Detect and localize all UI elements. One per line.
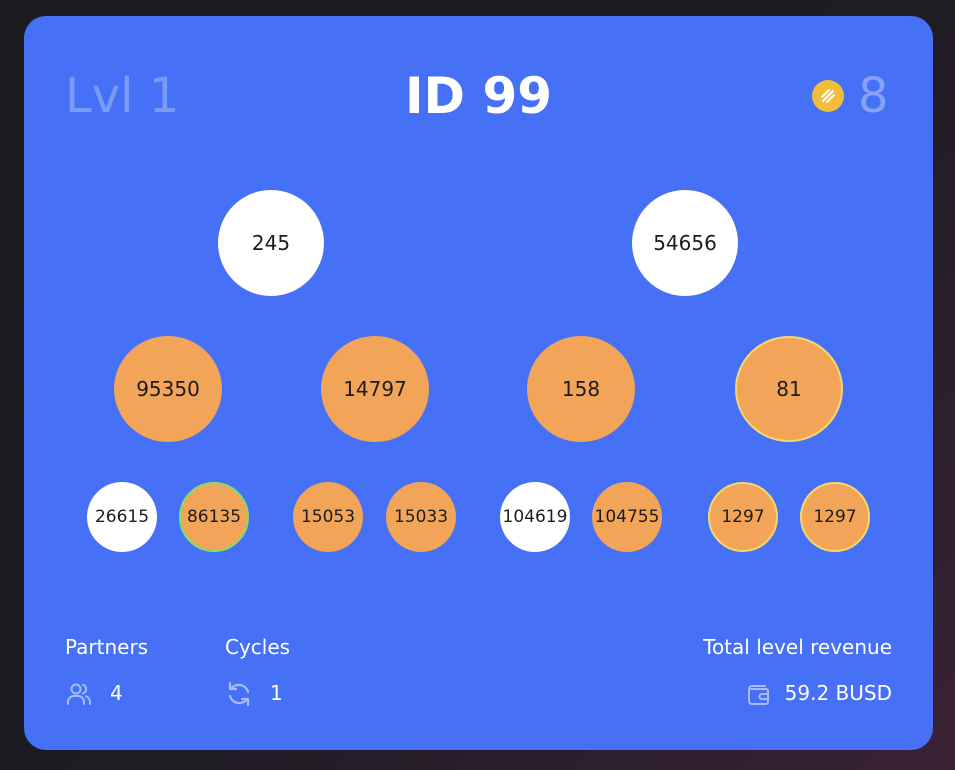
partner-count: 8 [858,68,889,124]
partners-label: Partners [65,635,149,659]
tree-node-level3[interactable]: 1297 [800,482,870,552]
partners-value: 4 [110,681,123,705]
tree-node-level3[interactable]: 15053 [293,482,363,552]
tree-node-level3[interactable]: 86135 [179,482,249,552]
tree-node-level3[interactable]: 15033 [386,482,456,552]
tree-node-level1[interactable]: 245 [218,190,324,296]
level-card: Lvl 1 ID 99 8 245 54656 95350 14797 158 … [24,16,933,750]
tree-node-level2[interactable]: 14797 [321,336,429,442]
revenue-value: 59.2 BUSD [784,681,892,705]
revenue-label: Total level revenue [703,635,892,659]
users-icon [65,680,93,708]
tree-node-level2[interactable]: 95350 [114,336,222,442]
cycles-label: Cycles [225,635,291,659]
busd-coin-icon [812,80,844,112]
tree-node-level3[interactable]: 1297 [708,482,778,552]
tree-node-level2[interactable]: 81 [735,336,843,442]
tree-node-level3[interactable]: 104755 [592,482,662,552]
tree-node-level3[interactable]: 26615 [87,482,157,552]
matrix-id-title: ID 99 [404,67,553,125]
level-label: Lvl 1 [65,68,180,124]
cycles-value: 1 [270,681,283,705]
refresh-icon [225,680,253,708]
wallet-icon [745,680,773,708]
tree-node-level2[interactable]: 158 [527,336,635,442]
tree-node-level1[interactable]: 54656 [632,190,738,296]
tree-node-level3[interactable]: 104619 [500,482,570,552]
